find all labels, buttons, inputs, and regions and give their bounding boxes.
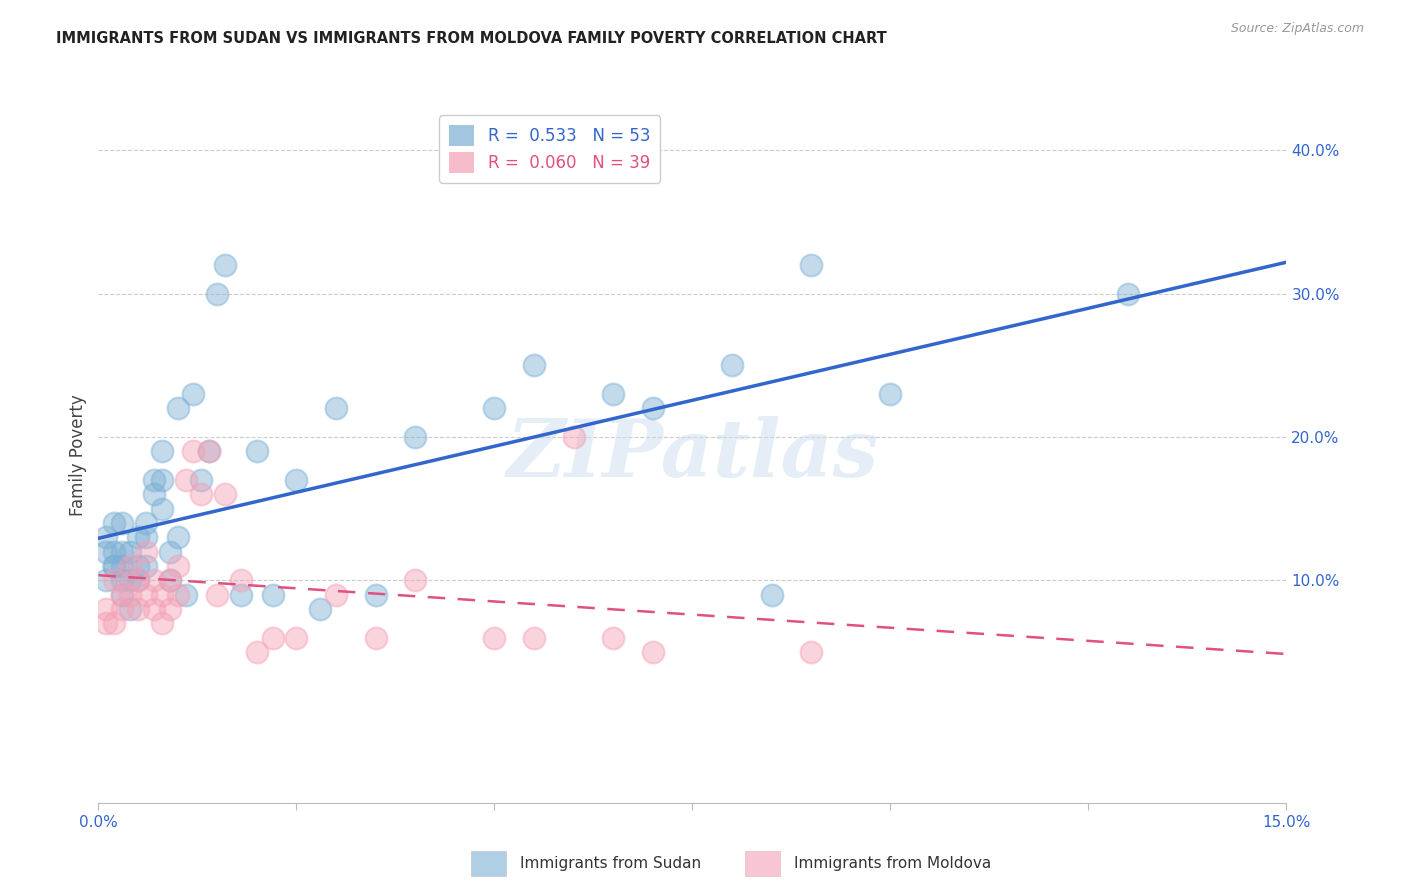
Point xyxy=(404,574,426,588)
Point xyxy=(285,631,308,645)
Point xyxy=(111,588,134,602)
Point xyxy=(96,530,118,544)
Text: ZIPatlas: ZIPatlas xyxy=(506,417,879,493)
Point xyxy=(120,574,142,588)
Point xyxy=(166,588,188,602)
Point xyxy=(135,516,157,530)
Point xyxy=(103,516,125,530)
Point xyxy=(166,401,188,416)
Point xyxy=(183,444,205,458)
Y-axis label: Family Poverty: Family Poverty xyxy=(69,394,87,516)
Point xyxy=(103,616,125,631)
Point xyxy=(364,631,387,645)
Point xyxy=(190,487,212,501)
Point xyxy=(111,516,134,530)
Point xyxy=(190,473,212,487)
Text: Immigrants from Sudan: Immigrants from Sudan xyxy=(520,856,702,871)
Point xyxy=(96,616,118,631)
Point xyxy=(641,401,664,416)
Point xyxy=(103,559,125,574)
Point xyxy=(207,286,229,301)
Point xyxy=(198,444,221,458)
Point xyxy=(246,645,269,659)
Point xyxy=(142,602,165,616)
Point xyxy=(1116,286,1139,301)
Point xyxy=(562,430,585,444)
Point xyxy=(246,444,269,458)
Point xyxy=(174,473,197,487)
Point xyxy=(404,430,426,444)
Point xyxy=(800,645,823,659)
Point xyxy=(602,631,624,645)
Point xyxy=(96,574,118,588)
Point xyxy=(120,559,142,574)
Point xyxy=(111,602,134,616)
Point xyxy=(127,574,149,588)
Point xyxy=(166,559,188,574)
Point xyxy=(120,602,142,616)
Point xyxy=(641,645,664,659)
Point xyxy=(159,574,181,588)
Point xyxy=(150,588,173,602)
Point xyxy=(198,444,221,458)
Point xyxy=(183,387,205,401)
Point xyxy=(262,631,284,645)
Point xyxy=(214,487,236,501)
Point xyxy=(325,588,347,602)
Point xyxy=(484,631,506,645)
Point xyxy=(135,559,157,574)
Legend: R =  0.533   N = 53, R =  0.060   N = 39: R = 0.533 N = 53, R = 0.060 N = 39 xyxy=(440,115,661,183)
Point xyxy=(523,631,546,645)
Point xyxy=(96,602,118,616)
Point xyxy=(602,387,624,401)
Point xyxy=(879,387,901,401)
Point xyxy=(135,545,157,559)
Point xyxy=(174,588,197,602)
Point xyxy=(159,574,181,588)
Point xyxy=(325,401,347,416)
Point xyxy=(135,530,157,544)
Point xyxy=(484,401,506,416)
Point xyxy=(142,473,165,487)
Point xyxy=(120,545,142,559)
Text: Source: ZipAtlas.com: Source: ZipAtlas.com xyxy=(1230,22,1364,36)
Point xyxy=(229,574,252,588)
Point xyxy=(150,473,173,487)
Point xyxy=(159,602,181,616)
Point xyxy=(166,530,188,544)
Point xyxy=(127,574,149,588)
Point xyxy=(523,358,546,372)
Point xyxy=(142,487,165,501)
Point xyxy=(103,545,125,559)
Point xyxy=(111,545,134,559)
Point xyxy=(96,545,118,559)
Point xyxy=(214,258,236,272)
Point xyxy=(150,444,173,458)
Point xyxy=(800,258,823,272)
Point xyxy=(262,588,284,602)
Point xyxy=(103,574,125,588)
Point xyxy=(135,588,157,602)
Point xyxy=(111,559,134,574)
Point xyxy=(364,588,387,602)
Point xyxy=(721,358,744,372)
Point xyxy=(111,588,134,602)
Point xyxy=(127,602,149,616)
Text: Immigrants from Moldova: Immigrants from Moldova xyxy=(794,856,991,871)
Point xyxy=(229,588,252,602)
Text: IMMIGRANTS FROM SUDAN VS IMMIGRANTS FROM MOLDOVA FAMILY POVERTY CORRELATION CHAR: IMMIGRANTS FROM SUDAN VS IMMIGRANTS FROM… xyxy=(56,31,887,46)
Point xyxy=(111,574,134,588)
Point xyxy=(150,501,173,516)
Point xyxy=(127,559,149,574)
Point xyxy=(761,588,783,602)
Point xyxy=(120,588,142,602)
Point xyxy=(150,616,173,631)
Point xyxy=(285,473,308,487)
Point xyxy=(309,602,332,616)
Point xyxy=(159,545,181,559)
Point xyxy=(103,559,125,574)
Point xyxy=(142,574,165,588)
Point xyxy=(127,530,149,544)
Point xyxy=(207,588,229,602)
